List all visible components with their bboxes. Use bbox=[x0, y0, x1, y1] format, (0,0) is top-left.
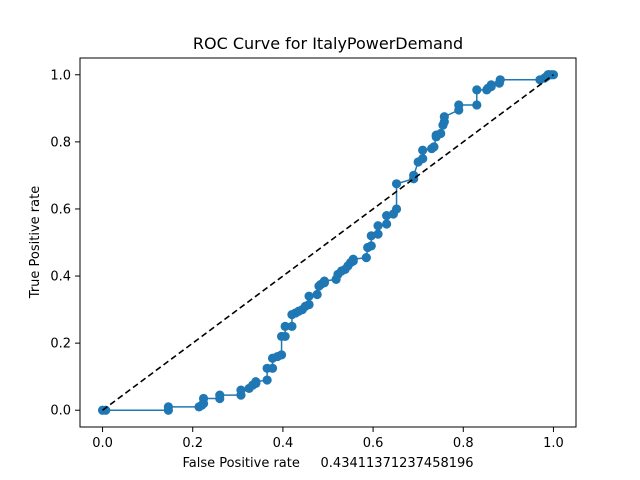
y-axis-label: True Positive rate bbox=[28, 186, 43, 299]
roc-point bbox=[251, 377, 261, 387]
roc-point bbox=[373, 221, 383, 231]
x-tick-label: 0.4 bbox=[273, 436, 294, 451]
roc-point bbox=[276, 350, 287, 360]
roc-point bbox=[262, 375, 272, 385]
roc-point bbox=[267, 363, 278, 373]
roc-point bbox=[382, 219, 392, 229]
chance-diagonal-line bbox=[102, 74, 554, 411]
y-tick-label: 1.0 bbox=[50, 68, 71, 83]
y-tick-label: 0.8 bbox=[50, 135, 71, 150]
roc-point bbox=[280, 331, 290, 342]
roc-point bbox=[454, 100, 464, 110]
y-axis: 0.0 0.2 0.4 0.6 0.8 1.0 bbox=[50, 68, 80, 419]
roc-point bbox=[391, 204, 402, 214]
roc-point bbox=[373, 229, 383, 239]
roc-point bbox=[418, 154, 428, 164]
axes-frame bbox=[79, 57, 577, 428]
roc-point bbox=[312, 289, 322, 300]
roc-point bbox=[280, 321, 290, 331]
roc-point bbox=[439, 112, 449, 122]
roc-point bbox=[472, 100, 482, 110]
x-tick-label: 0.8 bbox=[453, 436, 474, 451]
roc-point bbox=[304, 291, 314, 301]
x-tick-label: 0.0 bbox=[92, 436, 113, 451]
roc-point bbox=[319, 276, 329, 286]
roc-point bbox=[391, 179, 402, 189]
x-tick-label: 0.2 bbox=[182, 436, 203, 451]
roc-point bbox=[429, 142, 439, 152]
roc-point bbox=[366, 241, 376, 251]
roc-point bbox=[236, 385, 246, 395]
plot-area bbox=[97, 70, 559, 415]
y-tick-label: 0.4 bbox=[50, 270, 71, 285]
roc-point bbox=[215, 390, 225, 400]
x-tick-label: 0.6 bbox=[363, 436, 384, 451]
roc-point bbox=[495, 75, 505, 85]
roc-point bbox=[198, 393, 209, 404]
chart-title: ROC Curve for ItalyPowerDemand bbox=[193, 34, 463, 53]
roc-point bbox=[436, 128, 446, 139]
x-axis-label: False Positive rate 0.43411371237458196 bbox=[182, 456, 473, 471]
roc-point bbox=[348, 254, 358, 264]
roc-point bbox=[287, 321, 297, 331]
y-tick-label: 0.0 bbox=[50, 404, 71, 419]
roc-point bbox=[101, 405, 111, 415]
roc-point bbox=[418, 145, 428, 155]
roc-point bbox=[163, 402, 173, 412]
roc-point bbox=[472, 85, 482, 95]
roc-point bbox=[304, 299, 314, 310]
y-tick-label: 0.2 bbox=[50, 337, 71, 352]
y-tick-label: 0.6 bbox=[50, 202, 71, 217]
x-axis: 0.0 0.2 0.4 0.6 0.8 1.0 bbox=[92, 427, 564, 451]
roc-point bbox=[361, 253, 371, 263]
roc-point bbox=[486, 80, 496, 90]
x-tick-label: 1.0 bbox=[543, 436, 564, 451]
